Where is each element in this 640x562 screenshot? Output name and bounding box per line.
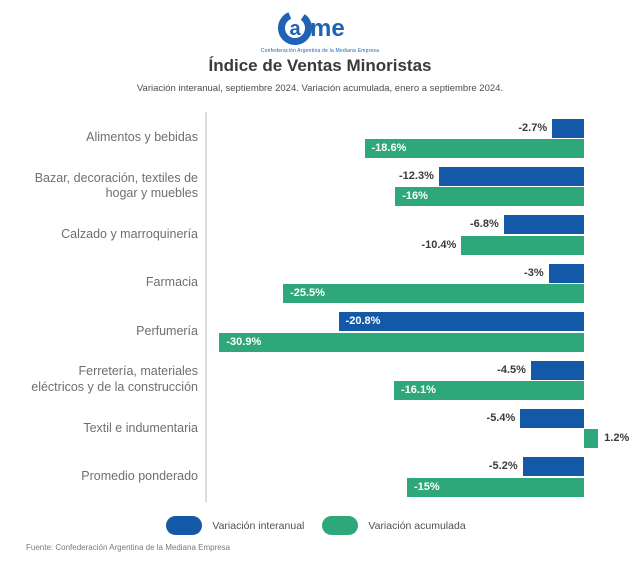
- category-label: Textil e indumentaria: [83, 420, 198, 435]
- logo-c-ring: [278, 11, 312, 45]
- bar-interanual-2: [503, 215, 584, 235]
- bar-value-label: -30.9%: [226, 335, 262, 348]
- bar-value-label: -3%: [524, 266, 544, 279]
- category-label: Alimentos y bebidas: [86, 130, 198, 145]
- bar-acumulada-6: [584, 429, 599, 449]
- chart-legend: Variación interanual Variación acumulada: [0, 516, 640, 535]
- bar-acumulada-2: [461, 235, 584, 255]
- legend-swatch-acumulada: [322, 516, 359, 535]
- logo-block: a me Confederación Argentina de la Media…: [0, 7, 640, 54]
- bar-interanual-6: [520, 408, 584, 428]
- bar-acumulada-0: [364, 139, 584, 158]
- bar-value-label: -15%: [414, 480, 440, 493]
- bar-value-label: -6.8%: [470, 218, 499, 231]
- bar-interanual-0: [552, 118, 584, 138]
- legend-label-acumulada: Variación acumulada: [368, 519, 466, 532]
- y-axis-line: [205, 112, 207, 502]
- bar-value-label: -5.4%: [486, 411, 516, 424]
- bar-interanual-4: [338, 312, 584, 332]
- logo-letters-me: me: [310, 15, 345, 42]
- page-subtitle: Variación interanual, septiembre 2024. V…: [136, 83, 504, 94]
- category-label: Promedio ponderado: [81, 468, 198, 483]
- bar-acumulada-5: [394, 381, 584, 400]
- bar-acumulada-7: [407, 477, 584, 497]
- bar-interanual-5: [530, 360, 584, 380]
- page-title: Índice de Ventas Minoristas: [208, 56, 432, 75]
- legend-swatch-interanual: [166, 516, 203, 535]
- bar-value-label: -25.5%: [290, 287, 325, 300]
- category-label: Calzado y marroquinería: [61, 226, 198, 241]
- category-label: Bazar, decoración, textiles de hogar y m…: [34, 170, 198, 201]
- bar-interanual-3: [548, 263, 584, 283]
- bar-value-label: -16.1%: [401, 384, 436, 396]
- bar-value-label: -10.4%: [421, 238, 457, 251]
- bar-value-label: -18.6%: [371, 142, 407, 154]
- bar-acumulada-4: [219, 332, 584, 352]
- source-note: Fuente: Confederación Argentina de la Me…: [26, 543, 231, 552]
- bar-acumulada-3: [283, 284, 584, 304]
- logo-letter-a: a: [289, 18, 301, 40]
- bar-value-label: -5.2%: [488, 460, 518, 473]
- category-label: Farmacia: [145, 275, 198, 290]
- bar-value-label: -16%: [402, 190, 428, 203]
- bar-value-label: -20.8%: [345, 315, 381, 328]
- bar-interanual-7: [522, 457, 584, 477]
- bar-value-label: -12.3%: [399, 169, 434, 182]
- bar-interanual-1: [438, 166, 584, 186]
- bar-value-label: -4.5%: [497, 363, 526, 376]
- logo-tagline: Confederación Argentina de la Mediana Em…: [260, 48, 380, 54]
- bar-value-label: -2.7%: [518, 121, 548, 134]
- legend-label-interanual: Variación interanual: [212, 519, 305, 532]
- bar-acumulada-1: [395, 187, 584, 207]
- came-logo: a me: [278, 11, 345, 45]
- category-label: Ferretería, materiales eléctricos y de l…: [31, 364, 198, 394]
- category-label: Perfumería: [136, 323, 198, 338]
- bar-value-label: 1.2%: [604, 432, 630, 445]
